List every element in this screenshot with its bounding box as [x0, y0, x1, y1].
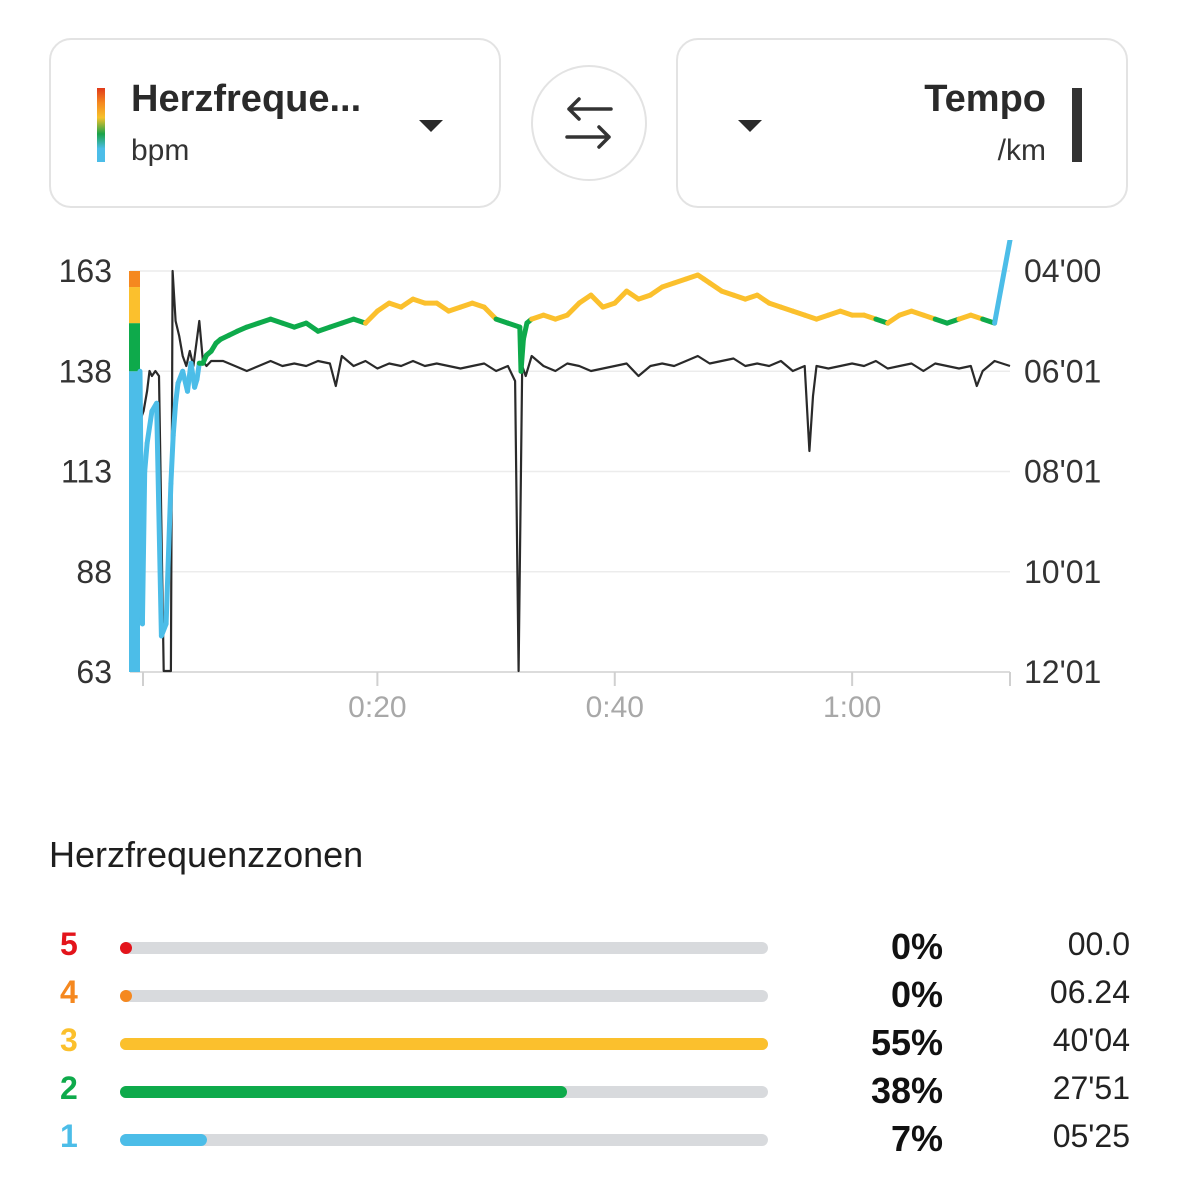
zone-percent: 55% [870, 1022, 943, 1063]
hr-line-segment [588, 292, 606, 310]
hr-line-segment [194, 360, 202, 382]
hr-zone-strip-segment [129, 323, 140, 372]
pace-series-swatch [1072, 88, 1082, 162]
zone-progress-track [120, 1134, 768, 1146]
hr-line-segment [170, 400, 179, 438]
zone-row: 3 55% 40'04 [0, 1022, 1179, 1070]
hr-line-segment [139, 469, 148, 627]
zone-percent: 7% [890, 1118, 943, 1159]
right-metric-title: Tempo [924, 78, 1046, 120]
hr-line-segment [520, 320, 530, 342]
zone-duration: 06.24 [1049, 974, 1130, 1010]
x-axis-tick-label: 0:20 [348, 691, 406, 724]
zone-progress-fill [120, 942, 132, 954]
hr-line-segment [992, 240, 1013, 326]
left-axis-ticks: 163 138 113 88 63 [59, 253, 112, 690]
hr-line-segment [612, 288, 630, 306]
hr-line-segment [142, 440, 150, 474]
zone-percent: 38% [870, 1070, 943, 1111]
left-metric-title: Herzfreque... [131, 78, 362, 120]
right-axis-ticks: 04'00 06'01 08'01 10'01 12'01 [1024, 253, 1101, 690]
zone-progress-fill [120, 1038, 768, 1050]
hr-line-segment [564, 300, 582, 318]
zone-number: 4 [60, 974, 78, 1010]
zone-progress-fill [120, 990, 132, 1002]
zone-row: 5 0% 00.0 [0, 926, 1179, 974]
hr-line-segment [518, 336, 526, 374]
swap-arrows-icon [565, 97, 613, 149]
zone-progress-track [120, 942, 768, 954]
left-axis-tick-label: 138 [59, 353, 112, 389]
right-metric-unit: /km [997, 134, 1046, 167]
left-metric-selector[interactable]: Herzfreque... bpm [49, 38, 501, 208]
hr-line-segment [363, 308, 380, 326]
hr-line-segment [168, 432, 176, 486]
zone-duration: 00.0 [1067, 926, 1130, 962]
hr-line-segment [144, 408, 155, 446]
left-metric-unit: bpm [131, 134, 190, 167]
zone-progress-fill [120, 1134, 208, 1146]
zone-percent: 0% [890, 974, 943, 1015]
zone-duration: 40'04 [1052, 1022, 1130, 1058]
x-axis-tick-label: 1:00 [823, 691, 881, 724]
chart-grid [130, 270, 1011, 686]
zones-title: Herzfrequenzzonen [49, 834, 364, 875]
left-axis-tick-label: 113 [61, 454, 112, 490]
zone-progress-track [120, 990, 768, 1002]
hr-line-segment [173, 380, 181, 406]
left-axis-tick-label: 63 [76, 654, 112, 690]
hr-zone-strip-segment [129, 271, 140, 288]
hr-series-line [137, 240, 1013, 639]
zone-progress-track [120, 1086, 768, 1098]
zone-percent: 0% [890, 926, 943, 967]
zone-number: 5 [60, 926, 78, 962]
zone-number: 1 [60, 1118, 78, 1154]
hr-zone-strip [129, 271, 140, 672]
x-axis-tick-label: 0:40 [586, 691, 644, 724]
hr-zone-strip-segment [129, 371, 140, 672]
zone-duration: 27'51 [1052, 1070, 1130, 1106]
zone-number: 2 [60, 1070, 78, 1106]
left-axis-tick-label: 163 [59, 253, 112, 289]
hr-line-segment [154, 400, 164, 639]
x-axis-ticks: 0:20 0:40 1:00 [348, 672, 881, 724]
zone-row: 4 0% 06.24 [0, 974, 1179, 1022]
hr-zone-strip-segment [129, 287, 140, 324]
hr-line-segment [481, 304, 499, 322]
zone-number: 3 [60, 1022, 78, 1058]
pace-series-line [138, 269, 1011, 673]
zone-row: 1 7% 05'25 [0, 1118, 1179, 1166]
left-axis-tick-label: 88 [76, 554, 112, 590]
pace-line-path [138, 269, 1011, 673]
hr-zone-color-strip [97, 88, 105, 162]
right-axis-tick-label: 08'01 [1024, 454, 1101, 490]
chevron-down-icon[interactable] [419, 120, 443, 132]
hr-line-segment [163, 481, 174, 627]
zone-row: 2 38% 27'51 [0, 1070, 1179, 1118]
right-axis-tick-label: 10'01 [1024, 554, 1101, 590]
right-axis-tick-label: 12'01 [1024, 654, 1101, 690]
zone-progress-track [120, 1038, 768, 1050]
zone-duration: 05'25 [1052, 1118, 1130, 1154]
right-axis-tick-label: 06'01 [1024, 353, 1101, 389]
chevron-down-icon[interactable] [738, 120, 762, 132]
swap-metrics-button[interactable] [531, 65, 647, 181]
right-axis-tick-label: 04'00 [1024, 253, 1101, 289]
zone-progress-fill [120, 1086, 568, 1098]
right-metric-selector[interactable]: Tempo /km [676, 38, 1128, 208]
